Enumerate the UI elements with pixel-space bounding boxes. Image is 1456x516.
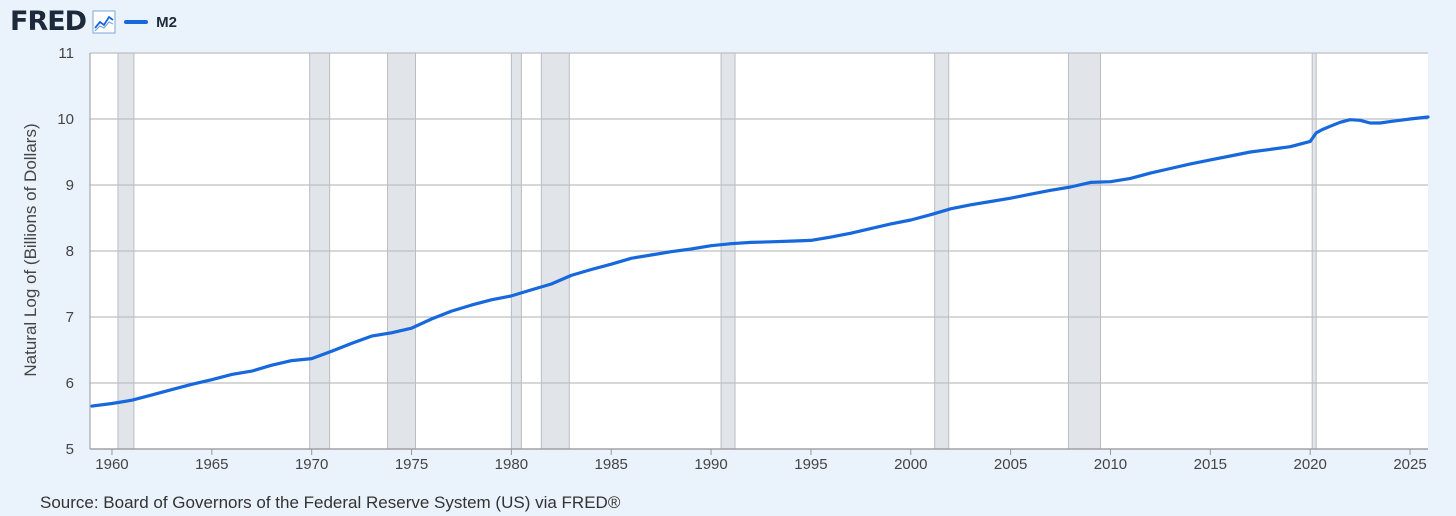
y-tick-label: 6: [66, 375, 74, 392]
y-tick-label: 9: [66, 177, 74, 194]
y-axis-label: Natural Log of (Billions of Dollars): [21, 123, 40, 376]
fred-logo[interactable]: FRED: [10, 6, 87, 37]
x-tick-label: 1970: [295, 456, 328, 473]
line-chart-icon[interactable]: [92, 10, 116, 34]
x-tick-label: 1965: [195, 456, 228, 473]
x-tick-label: 2005: [994, 456, 1027, 473]
x-tick-label: 2000: [894, 456, 927, 473]
x-tick-label: 1990: [694, 456, 727, 473]
x-tick-label: 1975: [395, 456, 428, 473]
legend-swatch-m2: [124, 20, 149, 24]
x-tick-label: 2010: [1094, 456, 1127, 473]
x-tick-label: 1995: [794, 456, 827, 473]
chart-legend: M2: [124, 14, 177, 31]
y-tick-label: 8: [66, 243, 74, 260]
legend-label-m2: M2: [156, 13, 177, 31]
y-tick-label: 5: [66, 441, 74, 458]
y-tick-label: 11: [58, 45, 74, 62]
y-tick-label: 7: [66, 309, 74, 326]
chart-header: FRED M2: [10, 6, 177, 38]
x-tick-label: 1980: [495, 456, 528, 473]
x-tick-label: 2015: [1194, 456, 1227, 473]
x-tick-label: 1960: [95, 456, 128, 473]
y-tick-label: 10: [57, 111, 74, 128]
source-note: Source: Board of Governors of the Federa…: [40, 493, 621, 512]
x-tick-label: 2020: [1293, 456, 1326, 473]
x-tick-label: 1985: [595, 456, 628, 473]
series-line-m2: [90, 115, 1430, 408]
x-tick-label: 2025: [1393, 456, 1426, 473]
